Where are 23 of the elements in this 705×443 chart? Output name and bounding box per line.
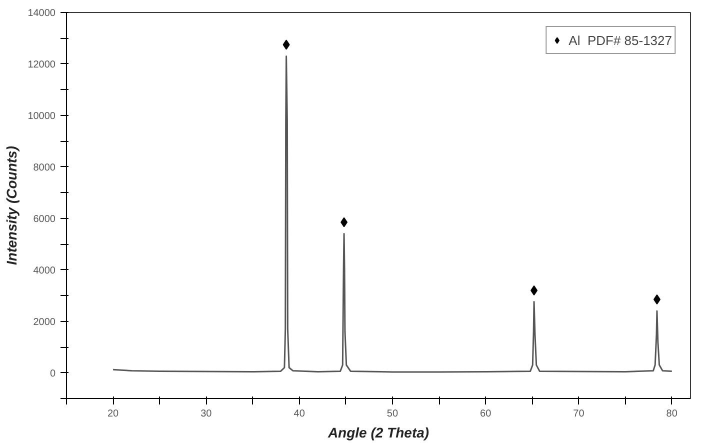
x-tick-label: 80 [666, 408, 678, 420]
y-tick-label: 0 [50, 368, 56, 380]
y-tick-label: 12000 [28, 59, 56, 70]
x-tick-label: 70 [573, 408, 585, 420]
x-tick-label: 60 [480, 408, 492, 420]
x-tick-label: 40 [294, 408, 306, 420]
y-tick-label: 14000 [28, 8, 56, 19]
y-tick-label: 6000 [33, 214, 56, 225]
x-axis-title: Angle (2 Theta) [326, 424, 430, 440]
legend-label: Al PDF# 85-1327 [568, 32, 672, 48]
y-tick-label: 10000 [28, 110, 56, 122]
x-tick-label: 50 [386, 408, 398, 420]
line-series [112, 55, 673, 373]
x-tick-label: 20 [108, 408, 120, 420]
y-axis-title: Intensity (Counts) [4, 146, 20, 265]
y-tick-label: 8000 [33, 162, 56, 174]
y-tick-label: 4000 [33, 265, 56, 276]
point [653, 294, 660, 304]
point [530, 285, 538, 296]
point [282, 40, 290, 50]
y-tick-label: 2000 [33, 316, 56, 328]
point [340, 217, 348, 228]
x-tick-label: 30 [200, 408, 212, 420]
